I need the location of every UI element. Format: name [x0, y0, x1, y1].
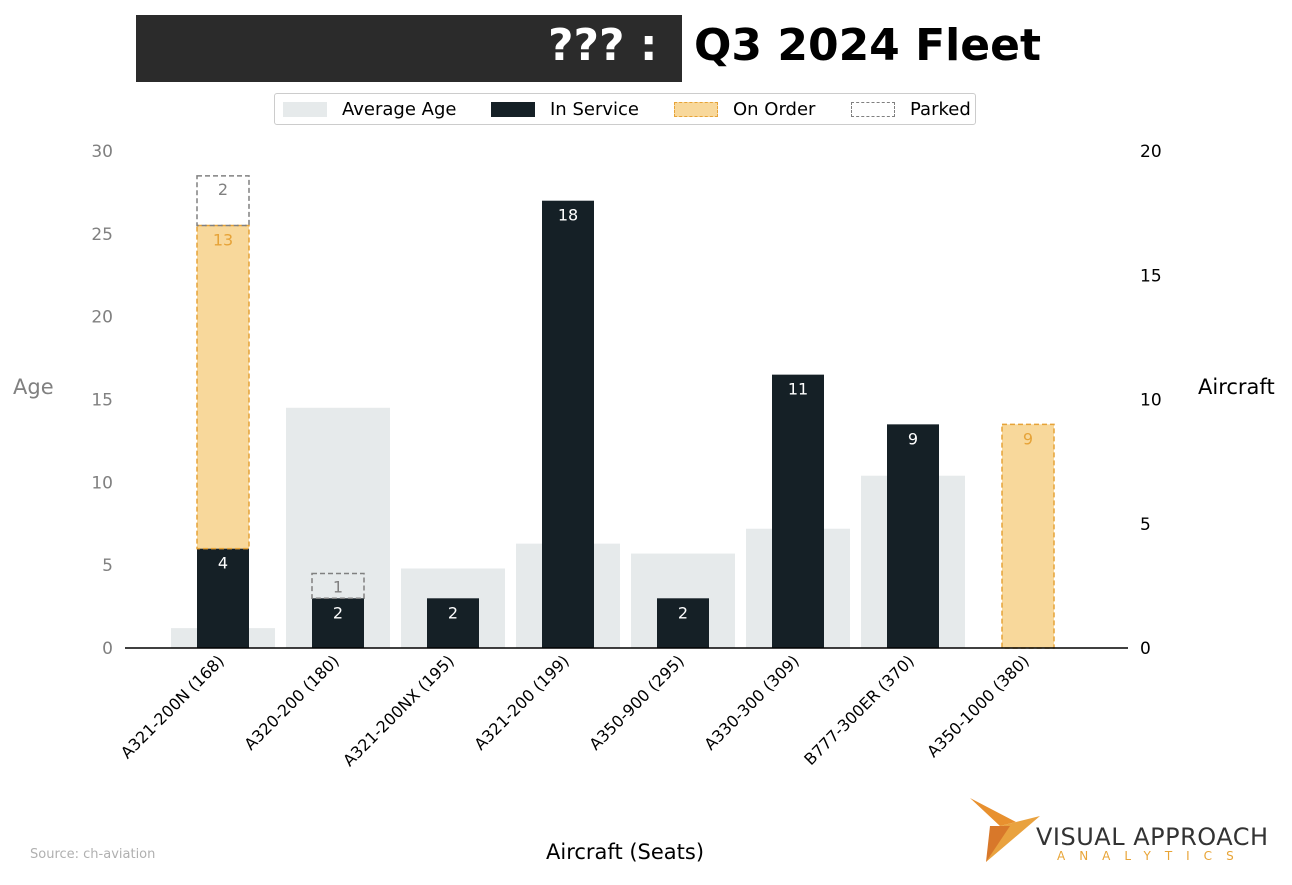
- data-label-parked: 2: [218, 180, 228, 199]
- legend-item-on-order: On Order: [674, 94, 815, 124]
- data-label-on-order: 13: [213, 231, 233, 250]
- y-left-tick-label: 20: [91, 308, 113, 328]
- y-left-tick-label: 30: [91, 142, 113, 162]
- data-label-in-service: 2: [678, 603, 688, 622]
- x-axis-title: Aircraft (Seats): [546, 840, 705, 864]
- bar-in-service: [197, 548, 249, 648]
- x-tick-label: B777-300ER (370): [800, 651, 918, 769]
- bar-parked: [196, 175, 250, 227]
- legend-label-average-age: Average Age: [342, 98, 457, 120]
- x-tick-label: A321-200NX (195): [339, 651, 458, 770]
- legend-swatch-in-service: [491, 101, 535, 117]
- y-right-tick-label: 20: [1140, 142, 1162, 162]
- bar-in-service: [427, 598, 479, 648]
- x-tick-label: A321-200N (168): [117, 651, 228, 762]
- x-tick-label: A320-200 (180): [240, 651, 342, 753]
- bar-in-service: [887, 424, 939, 648]
- bar-in-service: [312, 598, 364, 648]
- y-axis-right-title: Aircraft: [1198, 375, 1275, 399]
- logo-mark-icon: [970, 798, 1040, 862]
- bar-on-order: [196, 224, 250, 550]
- bar-in-service: [657, 598, 709, 648]
- y-axis-left-title: Age: [13, 375, 54, 399]
- y-right-tick-label: 5: [1140, 515, 1151, 535]
- legend-item-in-service: In Service: [491, 94, 639, 124]
- y-right-tick-label: 10: [1140, 391, 1162, 411]
- source-note: Source: ch-aviation: [30, 847, 156, 862]
- data-label-in-service: 4: [218, 554, 228, 573]
- y-left-tick-label: 15: [91, 391, 113, 411]
- y-left-tick-label: 25: [91, 225, 113, 245]
- data-label-in-service: 9: [908, 429, 918, 448]
- legend-label-in-service: In Service: [550, 98, 639, 120]
- chart-legend: Average Age In Service On Order Parked: [274, 93, 976, 125]
- logo-text: VISUAL APPROACH: [1036, 823, 1269, 851]
- x-tick-label: A350-900 (295): [585, 651, 687, 753]
- legend-swatch-average-age: [283, 101, 327, 117]
- data-label-in-service: 11: [788, 380, 808, 399]
- title-redaction-bar: [136, 15, 682, 82]
- data-label-on-order: 9: [1023, 429, 1033, 448]
- data-label-in-service: 2: [333, 603, 343, 622]
- data-label-parked: 1: [333, 577, 343, 596]
- y-left-tick-label: 5: [102, 556, 113, 576]
- legend-item-average-age: Average Age: [283, 94, 456, 124]
- y-left-tick-label: 0: [102, 639, 113, 659]
- y-right-tick-label: 0: [1140, 639, 1151, 659]
- bar-on-order: [1001, 423, 1055, 649]
- legend-swatch-parked: [851, 101, 895, 117]
- data-label-in-service: 2: [448, 603, 458, 622]
- logo-subtext: ANALYTICS: [1057, 849, 1248, 863]
- x-tick-label: A350-1000 (380): [923, 651, 1033, 761]
- y-left-tick-label: 10: [91, 473, 113, 493]
- x-tick-label: A330-300 (309): [700, 651, 802, 753]
- bar-parked: [311, 572, 365, 600]
- data-label-in-service: 18: [558, 206, 578, 225]
- legend-label-on-order: On Order: [733, 98, 816, 120]
- chart-title: Q3 2024 Fleet: [694, 20, 1041, 71]
- legend-swatch-on-order: [674, 101, 718, 117]
- legend-item-parked: Parked: [851, 94, 971, 124]
- x-tick-label: A321-200 (199): [470, 651, 572, 753]
- bar-in-service: [542, 200, 594, 648]
- y-right-tick-label: 15: [1140, 266, 1162, 286]
- bar-in-service: [772, 374, 824, 648]
- title-redacted-text: ??? :: [548, 20, 658, 71]
- legend-label-parked: Parked: [910, 98, 971, 120]
